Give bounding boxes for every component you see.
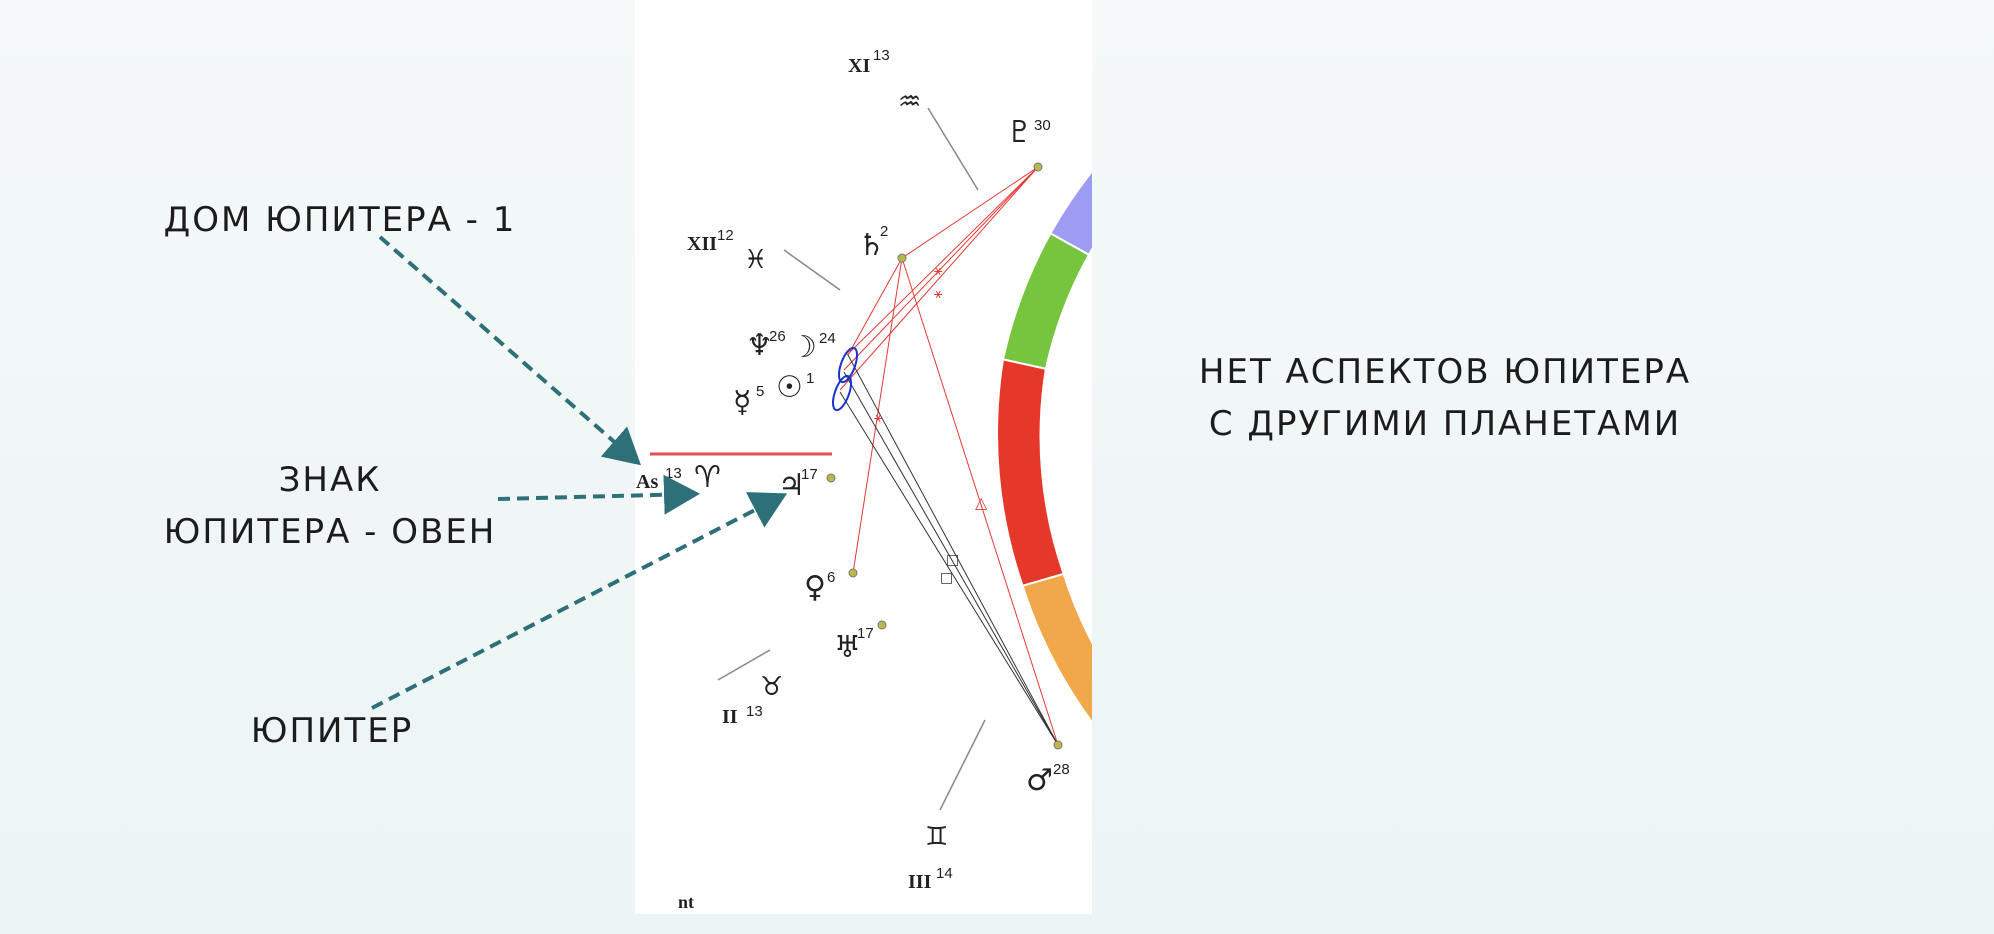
natal-chart-panel: △ ⚹ ⚹ ⚹ □ □ [635,0,1092,914]
sign-segment-pisces [1001,232,1091,371]
planet-annotation: ЮПИТЕР [250,711,414,751]
sign-segment-aquarius [1049,169,1092,257]
sign-annotation-line2: ЮПИТЕРА - ОВЕН [163,512,497,552]
sign-segment-aries [996,358,1065,588]
house-annotation: ДОМ ЮПИТЕРА - 1 [163,200,517,240]
arrow-house [378,235,642,466]
natal-chart: △ ⚹ ⚹ ⚹ □ □ [996,169,1092,724]
aspects-annotation-line1: НЕТ АСПЕКТОВ ЮПИТЕРА [1198,352,1692,392]
sign-annotation-line1: ЗНАК [278,460,382,500]
sign-segment-taurus [1021,572,1092,724]
aspects-annotation-line2: С ДРУГИМИ ПЛАНЕТАМИ [1208,404,1682,444]
